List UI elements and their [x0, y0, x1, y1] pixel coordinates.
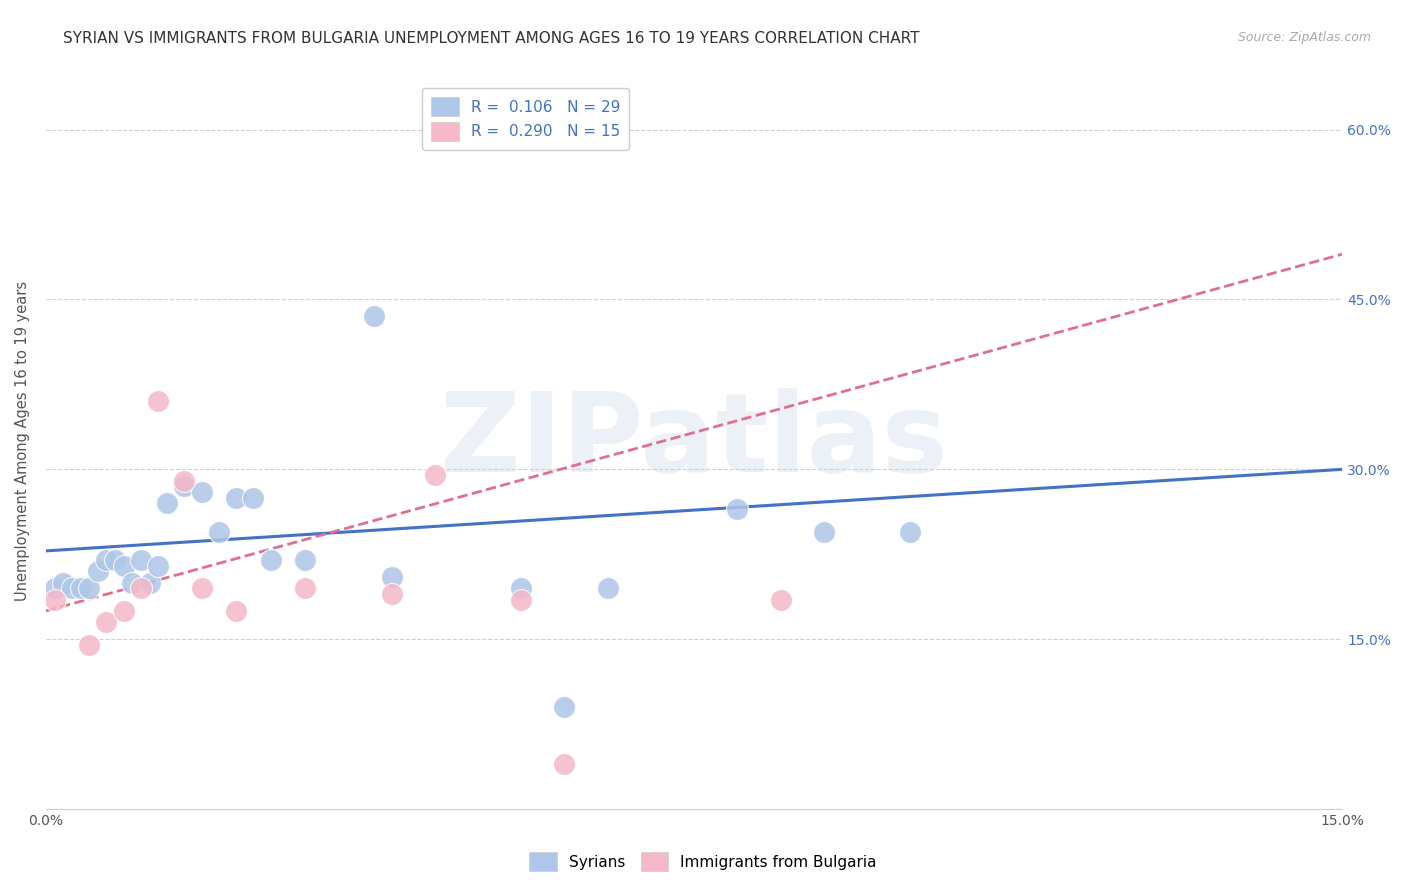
Point	[44, 592, 66, 607]
Point	[129, 553, 152, 567]
Point	[553, 756, 575, 771]
Point	[77, 638, 100, 652]
Point	[381, 570, 404, 584]
Point	[156, 496, 179, 510]
Point	[77, 581, 100, 595]
Legend: Syrians, Immigrants from Bulgaria: Syrians, Immigrants from Bulgaria	[523, 847, 883, 877]
Point	[381, 587, 404, 601]
Point	[553, 700, 575, 714]
Point	[87, 564, 110, 578]
Point	[138, 575, 160, 590]
Point	[242, 491, 264, 505]
Text: SYRIAN VS IMMIGRANTS FROM BULGARIA UNEMPLOYMENT AMONG AGES 16 TO 19 YEARS CORREL: SYRIAN VS IMMIGRANTS FROM BULGARIA UNEMP…	[63, 31, 920, 46]
Point	[69, 581, 91, 595]
Point	[225, 491, 247, 505]
Point	[148, 394, 170, 409]
Point	[423, 468, 446, 483]
Point	[190, 581, 212, 595]
Text: Source: ZipAtlas.com: Source: ZipAtlas.com	[1237, 31, 1371, 45]
Point	[294, 581, 316, 595]
Point	[148, 558, 170, 573]
Point	[44, 581, 66, 595]
Point	[260, 553, 283, 567]
Point	[294, 553, 316, 567]
Point	[173, 474, 195, 488]
Legend: R =  0.106   N = 29, R =  0.290   N = 15: R = 0.106 N = 29, R = 0.290 N = 15	[422, 88, 630, 150]
Point	[96, 553, 118, 567]
Point	[208, 524, 231, 539]
Point	[769, 592, 792, 607]
Point	[225, 604, 247, 618]
Point	[121, 575, 143, 590]
Point	[510, 592, 533, 607]
Point	[60, 581, 83, 595]
Point	[173, 479, 195, 493]
Point	[813, 524, 835, 539]
Point	[52, 575, 75, 590]
Point	[112, 558, 135, 573]
Point	[363, 310, 385, 324]
Point	[112, 604, 135, 618]
Y-axis label: Unemployment Among Ages 16 to 19 years: Unemployment Among Ages 16 to 19 years	[15, 281, 30, 601]
Text: ZIPatlas: ZIPatlas	[440, 387, 948, 494]
Point	[725, 502, 748, 516]
Point	[129, 581, 152, 595]
Point	[104, 553, 127, 567]
Point	[96, 615, 118, 630]
Point	[510, 581, 533, 595]
Point	[190, 485, 212, 500]
Point	[898, 524, 921, 539]
Point	[596, 581, 619, 595]
